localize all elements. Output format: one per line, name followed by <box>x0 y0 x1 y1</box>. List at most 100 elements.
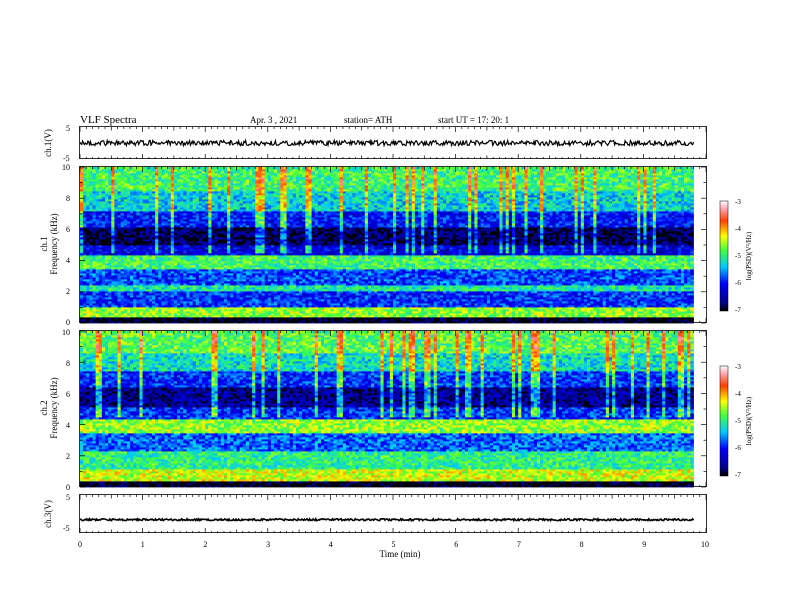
spectrogram-cell <box>192 265 197 268</box>
spectrogram-cell <box>164 251 169 254</box>
spectrogram-cell <box>139 287 143 290</box>
spectrogram-cell <box>195 249 200 252</box>
spectrogram-cell <box>101 285 106 288</box>
spectrogram-cell <box>136 281 140 284</box>
spectrogram-cell <box>170 281 175 284</box>
spectrogram-cell <box>170 307 175 310</box>
spectrogram-cell <box>155 285 159 288</box>
spectrogram-cell <box>83 305 87 308</box>
spectrogram-cell <box>167 171 172 174</box>
spectrogram-cell <box>186 177 190 180</box>
spectrogram-cell <box>142 225 147 228</box>
spectrogram-cell <box>95 233 100 236</box>
spectrogram-cell <box>180 279 184 282</box>
spectrogram-cell <box>114 293 118 296</box>
spectrogram-cell <box>111 221 115 224</box>
spectrogram-cell <box>161 181 165 184</box>
spectrogram-cell <box>126 169 131 172</box>
spectrogram-cell <box>173 287 178 290</box>
spectrogram-cell <box>155 309 159 312</box>
spectrogram-cell <box>161 167 165 170</box>
spectrogram-cell <box>95 203 100 206</box>
spectrogram-cell <box>158 205 162 208</box>
spectrogram-cell <box>173 177 178 180</box>
spectrogram-cell <box>145 297 150 300</box>
spectrogram-cell <box>164 317 169 320</box>
spectrogram-cell <box>101 181 106 184</box>
spectrogram-cell <box>173 173 178 176</box>
spectrogram-cell <box>126 171 131 174</box>
spectrogram-cell <box>130 215 134 218</box>
spectrogram-cell <box>130 235 134 238</box>
spectrogram-cell <box>136 211 140 214</box>
spectrogram-cell <box>148 215 153 218</box>
spectrogram-cell <box>80 241 84 244</box>
spectrogram-cell <box>177 289 181 292</box>
spectrogram-cell <box>148 191 153 194</box>
spectrogram-cell <box>189 267 194 270</box>
spectrogram-cell <box>189 251 194 254</box>
spectrogram-cell <box>158 207 162 210</box>
spectrogram-cell <box>167 291 172 294</box>
spectrogram-cell <box>195 189 200 192</box>
spectrogram-cell <box>123 307 128 310</box>
spectrogram-cell <box>192 247 197 250</box>
spectrogram-cell <box>111 315 115 318</box>
spectrogram-cell <box>164 297 169 300</box>
spectrogram-cell <box>151 285 156 288</box>
spectrogram-cell <box>130 183 134 186</box>
spectrogram-cell <box>105 179 109 182</box>
spectrogram-cell <box>167 227 172 230</box>
spectrogram-cell <box>192 303 197 306</box>
spectrogram-cell <box>111 229 115 232</box>
spectrogram-cell <box>89 187 93 190</box>
spectrogram-cell <box>136 291 140 294</box>
spectrogram-cell <box>86 269 90 272</box>
spectrogram-cell <box>108 201 112 204</box>
spectrogram-cell <box>142 265 147 268</box>
spectrogram-cell <box>105 167 109 170</box>
spectrogram-cell <box>120 177 125 180</box>
spectrogram-cell <box>126 205 131 208</box>
spectrogram-cell <box>180 229 184 232</box>
spectrogram-cell <box>161 249 165 252</box>
spectrogram-cell <box>151 277 156 280</box>
spectrogram-cell <box>186 271 190 274</box>
spectrogram-cell <box>123 213 128 216</box>
spectrogram-cell <box>123 291 128 294</box>
spectrogram-cell <box>158 169 162 172</box>
spectrogram-cell <box>142 271 147 274</box>
spectrogram-cell <box>177 287 181 290</box>
spectrogram-cell <box>123 215 128 218</box>
spectrogram-cell <box>173 269 178 272</box>
spectrogram-cell <box>189 205 194 208</box>
spectrogram-cell <box>139 249 143 252</box>
spectrogram-cell <box>139 215 143 218</box>
spectrogram-cell <box>130 283 134 286</box>
spectrogram-cell <box>117 203 122 206</box>
spectrogram-cell <box>126 233 131 236</box>
spectrogram-cell <box>105 261 109 264</box>
spectrogram-cell <box>173 277 178 280</box>
spectrogram-cell <box>274 167 278 170</box>
spectrogram-cell <box>161 307 165 310</box>
spectrogram-cell <box>177 203 181 206</box>
spectrogram-cell <box>195 235 200 238</box>
spectrogram-cell <box>111 211 115 214</box>
spectrogram-cell <box>139 243 143 246</box>
spectrogram-cell <box>130 169 134 172</box>
spectrogram-cell <box>98 241 103 244</box>
spectrogram-cell <box>114 227 118 230</box>
spectrogram-cell <box>170 317 175 320</box>
spectrogram-cell <box>155 209 159 212</box>
spectrogram-cell <box>167 191 172 194</box>
spectrogram-cell <box>189 181 194 184</box>
spectrogram-cell <box>126 307 131 310</box>
spectrogram-cell <box>111 187 115 190</box>
spectrogram-cell <box>136 229 140 232</box>
spectrogram-cell <box>189 215 194 218</box>
spectrogram-cell <box>111 295 115 298</box>
spectrogram-cell <box>117 263 122 266</box>
spectrogram-cell <box>177 245 181 248</box>
spectrogram-cell <box>145 181 150 184</box>
